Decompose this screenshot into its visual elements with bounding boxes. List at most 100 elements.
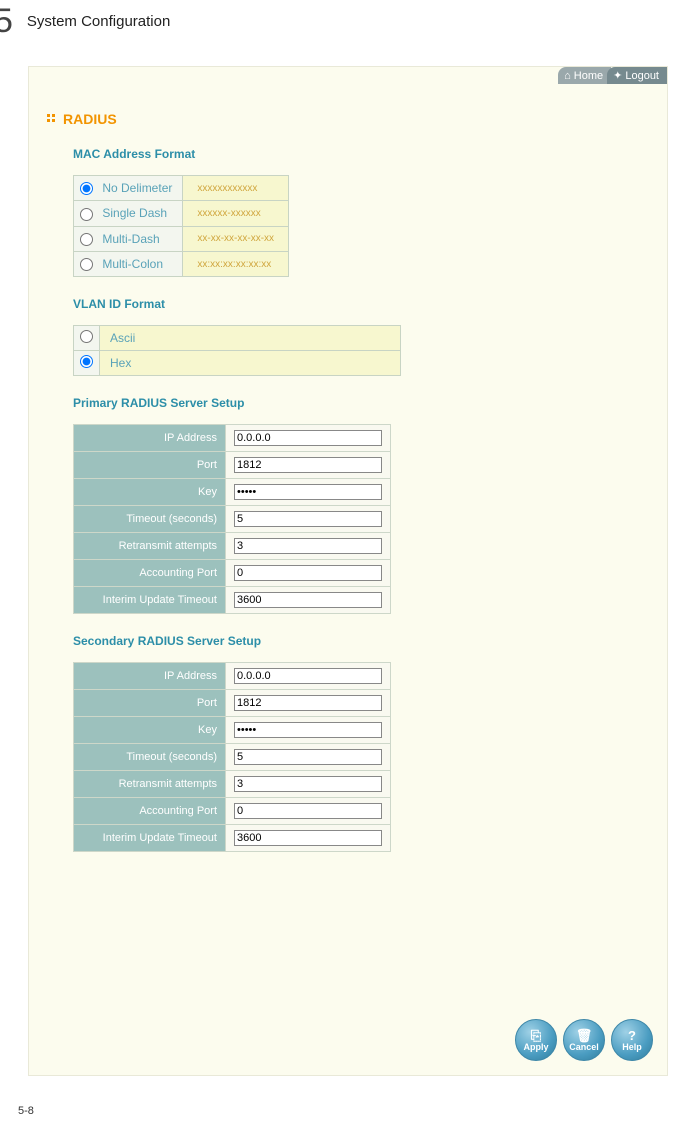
field-input-cell bbox=[226, 533, 391, 560]
cancel-label: Cancel bbox=[569, 1042, 599, 1052]
field-input-cell bbox=[226, 506, 391, 533]
primary-key-input[interactable] bbox=[234, 484, 382, 500]
mac-option-example: xx-xx-xx-xx-xx-xx bbox=[183, 226, 289, 251]
field-label: Retransmit attempts bbox=[74, 533, 226, 560]
mac-option-row: Multi-Dash xx-xx-xx-xx-xx-xx bbox=[74, 226, 289, 251]
secondary-retransmit-input[interactable] bbox=[234, 776, 382, 792]
vlan-option-label: Ascii bbox=[100, 326, 401, 351]
mac-option-row: Single Dash xxxxxx-xxxxxx bbox=[74, 201, 289, 226]
logout-icon: ✦ bbox=[613, 69, 622, 82]
secondary-port-input[interactable] bbox=[234, 695, 382, 711]
logout-tab[interactable]: ✦ Logout bbox=[607, 67, 667, 84]
field-label: Interim Update Timeout bbox=[74, 825, 226, 852]
secondary-server-heading: Secondary RADIUS Server Setup bbox=[29, 614, 667, 656]
mac-option-cell[interactable]: Multi-Colon bbox=[74, 251, 183, 276]
field-label: Accounting Port bbox=[74, 798, 226, 825]
apply-label: Apply bbox=[523, 1042, 548, 1052]
mac-option-cell[interactable]: Multi-Dash bbox=[74, 226, 183, 251]
field-input-cell bbox=[226, 425, 391, 452]
mac-option-cell[interactable]: Single Dash bbox=[74, 201, 183, 226]
chapter-number: 5 bbox=[0, 4, 13, 38]
mac-format-table: No Delimeter xxxxxxxxxxxx Single Dash xx… bbox=[73, 175, 289, 277]
vlan-option-row: Hex bbox=[74, 351, 401, 376]
cancel-icon: 🗑 bbox=[576, 1029, 593, 1042]
field-input-cell bbox=[226, 587, 391, 614]
logout-label: Logout bbox=[625, 70, 659, 82]
field-label: Key bbox=[74, 479, 226, 506]
vlan-option-label: Hex bbox=[100, 351, 401, 376]
mac-format-heading: MAC Address Format bbox=[29, 127, 667, 169]
field-input-cell bbox=[226, 560, 391, 587]
secondary-timeout-input[interactable] bbox=[234, 749, 382, 765]
field-input-cell bbox=[226, 771, 391, 798]
secondary-server-table: IP Address Port Key Timeout (seconds) Re… bbox=[73, 662, 391, 852]
mac-option-row: Multi-Colon xx:xx:xx:xx:xx:xx bbox=[74, 251, 289, 276]
vlan-format-table: Ascii Hex bbox=[73, 325, 401, 376]
field-label: Key bbox=[74, 717, 226, 744]
primary-ip-address-input[interactable] bbox=[234, 430, 382, 446]
chapter-title: System Configuration bbox=[27, 13, 170, 30]
secondary-ip-address-input[interactable] bbox=[234, 668, 382, 684]
field-label: Interim Update Timeout bbox=[74, 587, 226, 614]
field-label: IP Address bbox=[74, 425, 226, 452]
field-input-cell bbox=[226, 690, 391, 717]
field-label: Port bbox=[74, 690, 226, 717]
field-label: Port bbox=[74, 452, 226, 479]
mac-option-label: Multi-Dash bbox=[102, 232, 159, 246]
page-number: 5-8 bbox=[18, 1105, 34, 1117]
help-icon: ? bbox=[628, 1029, 636, 1042]
field-input-cell bbox=[226, 479, 391, 506]
config-panel: ⌂ Home ✦ Logout RADIUS MAC Address Forma… bbox=[28, 66, 668, 1076]
dots-icon bbox=[47, 114, 57, 124]
mac-radio-multi-dash[interactable] bbox=[80, 233, 93, 246]
primary-interim-timeout-input[interactable] bbox=[234, 592, 382, 608]
field-input-cell bbox=[226, 663, 391, 690]
primary-server-heading: Primary RADIUS Server Setup bbox=[29, 376, 667, 418]
mac-option-cell[interactable]: No Delimeter bbox=[74, 176, 183, 201]
mac-option-example: xx:xx:xx:xx:xx:xx bbox=[183, 251, 289, 276]
secondary-interim-timeout-input[interactable] bbox=[234, 830, 382, 846]
mac-option-example: xxxxxx-xxxxxx bbox=[183, 201, 289, 226]
mac-option-label: Single Dash bbox=[102, 206, 167, 220]
field-label: Retransmit attempts bbox=[74, 771, 226, 798]
mac-option-row: No Delimeter xxxxxxxxxxxx bbox=[74, 176, 289, 201]
field-label: Timeout (seconds) bbox=[74, 744, 226, 771]
field-input-cell bbox=[226, 452, 391, 479]
mac-option-label: Multi-Colon bbox=[102, 257, 163, 271]
vlan-format-heading: VLAN ID Format bbox=[29, 277, 667, 319]
primary-timeout-input[interactable] bbox=[234, 511, 382, 527]
vlan-radio-ascii[interactable] bbox=[80, 330, 93, 343]
mac-radio-no-delimeter[interactable] bbox=[80, 182, 93, 195]
mac-option-label: No Delimeter bbox=[102, 181, 172, 195]
cancel-button[interactable]: 🗑 Cancel bbox=[563, 1019, 605, 1061]
action-buttons: ⎘ Apply 🗑 Cancel ? Help bbox=[515, 1019, 653, 1061]
field-input-cell bbox=[226, 825, 391, 852]
primary-accounting-port-input[interactable] bbox=[234, 565, 382, 581]
home-icon: ⌂ bbox=[564, 70, 571, 82]
field-input-cell bbox=[226, 744, 391, 771]
top-tabs: ⌂ Home ✦ Logout bbox=[558, 67, 667, 84]
field-label: Accounting Port bbox=[74, 560, 226, 587]
primary-server-table: IP Address Port Key Timeout (seconds) Re… bbox=[73, 424, 391, 614]
vlan-radio-cell[interactable] bbox=[74, 326, 100, 351]
secondary-key-input[interactable] bbox=[234, 722, 382, 738]
field-label: Timeout (seconds) bbox=[74, 506, 226, 533]
help-button[interactable]: ? Help bbox=[611, 1019, 653, 1061]
help-label: Help bbox=[622, 1042, 642, 1052]
mac-radio-single-dash[interactable] bbox=[80, 208, 93, 221]
vlan-radio-hex[interactable] bbox=[80, 355, 93, 368]
home-tab[interactable]: ⌂ Home bbox=[558, 67, 611, 84]
primary-retransmit-input[interactable] bbox=[234, 538, 382, 554]
secondary-accounting-port-input[interactable] bbox=[234, 803, 382, 819]
mac-radio-multi-colon[interactable] bbox=[80, 258, 93, 271]
primary-port-input[interactable] bbox=[234, 457, 382, 473]
radius-heading-text: RADIUS bbox=[63, 111, 117, 127]
mac-option-example: xxxxxxxxxxxx bbox=[183, 176, 289, 201]
field-input-cell bbox=[226, 798, 391, 825]
vlan-radio-cell[interactable] bbox=[74, 351, 100, 376]
home-label: Home bbox=[574, 70, 603, 82]
page-header: 5 System Configuration bbox=[0, 0, 686, 42]
field-label: IP Address bbox=[74, 663, 226, 690]
vlan-option-row: Ascii bbox=[74, 326, 401, 351]
apply-button[interactable]: ⎘ Apply bbox=[515, 1019, 557, 1061]
